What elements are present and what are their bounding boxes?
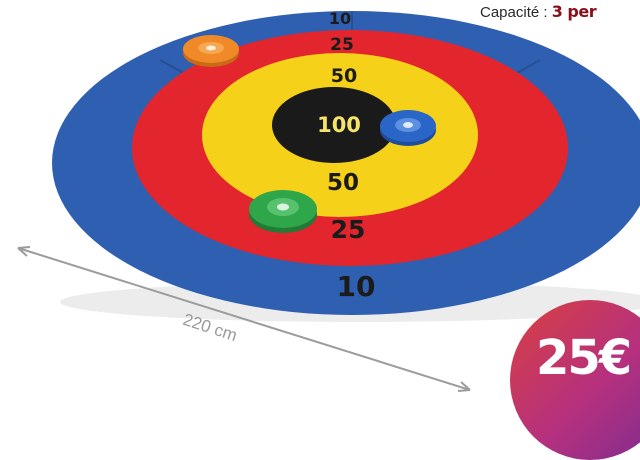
- score-label: 10: [329, 9, 351, 28]
- score-label: 25: [331, 215, 366, 244]
- score-label: 50: [327, 170, 359, 196]
- blue-disc: [380, 110, 436, 146]
- price-label: 25€: [536, 330, 632, 386]
- target-mat-illustration: 10 25 50 100 50 25 10: [17, 9, 640, 392]
- product-image: 10 25 50 100 50 25 10: [17, 2, 640, 460]
- dimension-arrow: [17, 246, 471, 392]
- capacity-label: Capacité :: [480, 4, 548, 21]
- score-label: 10: [337, 270, 376, 303]
- green-disc: [249, 190, 317, 233]
- orange-disc: [183, 35, 239, 67]
- score-label: 50: [331, 65, 357, 87]
- score-label: 25: [330, 35, 354, 55]
- bullseye: [272, 87, 396, 163]
- capacity-info: Capacité : 3 per: [480, 2, 640, 21]
- capacity-value: 3 per: [551, 2, 597, 21]
- score-label: 100: [317, 113, 361, 137]
